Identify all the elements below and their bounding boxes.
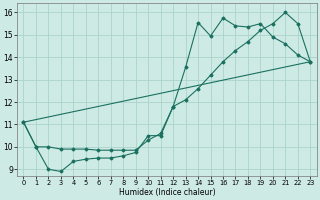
X-axis label: Humidex (Indice chaleur): Humidex (Indice chaleur) [119, 188, 215, 197]
